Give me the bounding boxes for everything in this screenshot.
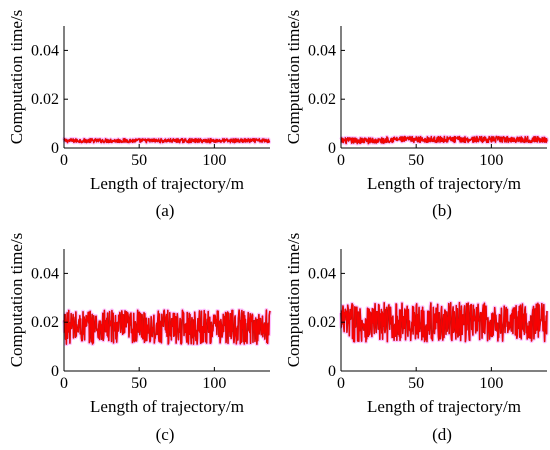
y-tick-label: 0.02 [31,91,59,108]
y-tick-label: 0.04 [308,265,336,282]
x-tick-label: 100 [479,375,503,392]
y-tick-label: 0 [328,363,336,380]
x-tick-label: 0 [60,375,68,392]
chart-panel-4: 0 0.02 0.04 0 50 100 Length of trajectory/m Com… [284,233,549,444]
y-tick-label: 0.02 [308,314,336,331]
x-tick-label: 50 [408,375,424,392]
y-axis-label: Computation time/s [7,233,26,368]
x-tick-label: 50 [131,375,147,392]
y-tick-label: 0.02 [31,314,59,331]
x-axis-label: Length of trajectory/m [90,174,244,193]
y-axis-label: Computation time/s [284,10,303,145]
chart-panel-3: 0 0.02 0.04 0 50 100 Length of trajectory/m Com… [7,233,272,444]
series-line [63,309,271,345]
chart-panel-1: 0 0.02 0.04 0 50 100 Length of trajectory/m Com… [7,10,272,220]
y-tick-label: 0.04 [31,265,59,282]
x-tick-label: 50 [131,152,147,169]
panel-caption: (a) [156,201,175,220]
y-axis-label: Computation time/s [7,10,26,145]
series-line [340,302,548,343]
chart-panel-2: 0 0.02 0.04 0 50 100 Length of trajectory/m Com… [284,10,549,220]
panel-caption: (c) [156,425,175,444]
y-tick-label: 0 [51,363,59,380]
x-tick-label: 100 [479,152,503,169]
x-axis-label: Length of trajectory/m [90,397,244,416]
x-tick-label: 0 [337,375,345,392]
y-axis-label: Computation time/s [284,233,303,368]
panel-caption: (b) [432,201,452,220]
series-line [63,138,271,144]
y-tick-label: 0 [51,140,59,157]
x-axis-label: Length of trajectory/m [367,174,521,193]
panel-caption: (d) [432,425,452,444]
y-tick-label: 0.02 [308,91,336,108]
x-tick-label: 100 [202,375,226,392]
y-tick-label: 0 [328,140,336,157]
y-tick-label: 0.04 [31,42,59,59]
y-tick-label: 0.04 [308,42,336,59]
x-tick-label: 100 [202,152,226,169]
series-line [340,135,548,145]
x-tick-label: 50 [408,152,424,169]
x-tick-label: 0 [337,152,345,169]
x-tick-label: 0 [60,152,68,169]
x-axis-label: Length of trajectory/m [367,397,521,416]
